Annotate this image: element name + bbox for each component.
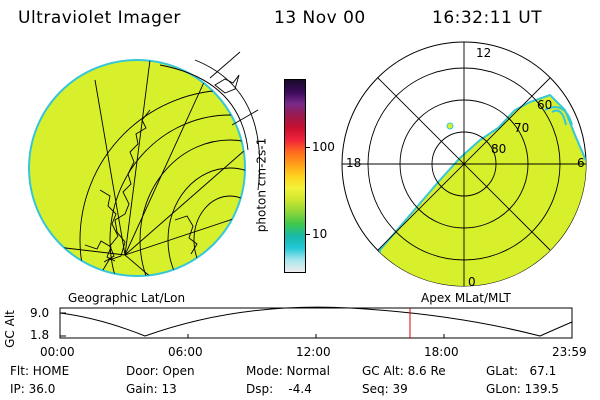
coastline [214, 74, 240, 94]
mlt-label-left: 18 [346, 156, 362, 170]
colorbar-tick-label-100: 100 [312, 140, 335, 154]
status-flt: Flt: HOME [10, 364, 70, 378]
lat-line [139, 139, 245, 276]
timeline-ytick-9: 9.0 [30, 306, 50, 320]
mlt-label-top: 12 [476, 46, 492, 60]
colorbar-tick [306, 234, 310, 235]
timeline-xtick-1200: 12:00 [296, 345, 331, 359]
observation-date: 13 Nov 00 [274, 8, 366, 28]
observation-time: 16:32:11 UT [432, 8, 543, 28]
status-gain: Gain: 13 [126, 382, 177, 396]
status-mode: Mode: Normal [246, 364, 330, 378]
timeline-ytick-1-8: 1.8 [30, 328, 50, 342]
mlt-line [377, 77, 551, 251]
colorbar-tick-label-10: 10 [312, 227, 328, 241]
status-ip: IP: 36.0 [10, 382, 56, 396]
colorbar-tick [306, 147, 310, 148]
app-title: Ultraviolet Imager [18, 8, 181, 28]
colorbar-unit-label: photon cm-2s-1 [254, 137, 269, 233]
lat-line [109, 114, 245, 276]
lon-line [124, 214, 245, 256]
timeline-xtick-0600: 06:00 [168, 345, 203, 359]
lat-arc [159, 64, 249, 151]
coastline [84, 240, 116, 262]
aurora-spot [446, 122, 454, 130]
lon-line [94, 79, 126, 256]
timeline-xtick-0000: 00:00 [40, 345, 75, 359]
left-panel-caption: Geographic Lat/Lon [68, 291, 186, 305]
lon-line [209, 51, 241, 79]
status-glat: GLat: 67.1 [486, 364, 557, 378]
mlt-label-bottom: 0 [468, 275, 476, 289]
timeline-xtick-2359: 23:59 [552, 345, 587, 359]
status-seq: Seq: 39 [362, 382, 408, 396]
timeline-xtick-1800: 18:00 [424, 345, 459, 359]
mlat-label-80: 80 [491, 142, 507, 156]
lon-line [124, 149, 245, 256]
status-gc-alt: GC Alt: 8.6 Re [362, 364, 446, 378]
mlat-label-70: 70 [514, 121, 530, 135]
status-glon: GLon: 139.5 [486, 382, 559, 396]
colorbar [284, 79, 306, 273]
status-dsp: Dsp: -4.4 [246, 382, 312, 396]
coastline [102, 109, 151, 271]
coastline [99, 189, 119, 263]
lon-line [124, 79, 206, 256]
apex-polar-map [341, 41, 587, 287]
right-panel-caption: Apex MLat/MLT [421, 291, 511, 305]
mlt-label-right: 6 [577, 156, 585, 170]
aurora-arc [551, 109, 567, 126]
mlat-label-60: 60 [537, 98, 553, 112]
timeline-axis-label: GC Alt [2, 310, 17, 348]
gc-alt-curve [59, 306, 573, 337]
coastline [174, 215, 198, 255]
aurora-oval [379, 93, 586, 286]
lon-line [124, 254, 181, 276]
status-door: Door: Open [126, 364, 195, 378]
geographic-disk [28, 59, 246, 277]
lon-line [231, 109, 259, 126]
lat-line [167, 167, 245, 276]
geographic-map [28, 51, 260, 277]
lon-line [124, 60, 151, 256]
lat-line [193, 195, 245, 276]
lat-arc [194, 59, 260, 191]
orbit-timeline [59, 306, 573, 339]
aurora-arc [544, 106, 573, 126]
